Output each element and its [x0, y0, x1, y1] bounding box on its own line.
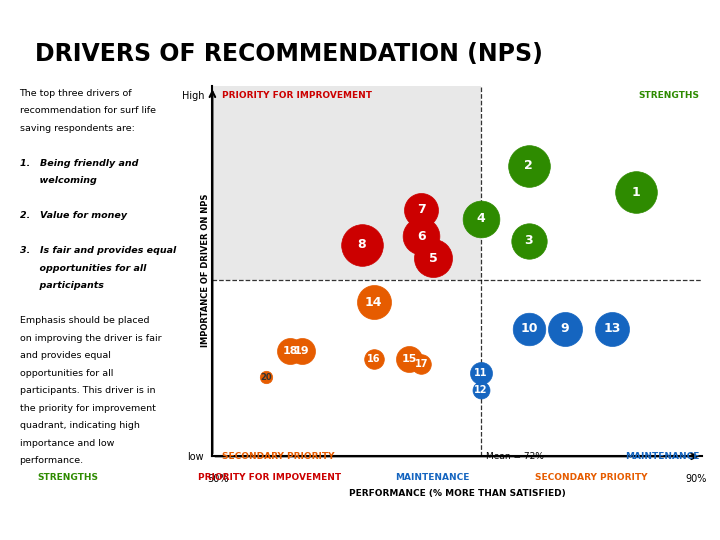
Point — [368, 355, 379, 364]
Text: IMPORTANCE OF DRIVER ON NPS: IMPORTANCE OF DRIVER ON NPS — [201, 193, 210, 347]
Point — [415, 232, 427, 240]
Text: 17: 17 — [415, 359, 428, 369]
Text: 20: 20 — [261, 373, 272, 382]
Text: 1.   Being friendly and: 1. Being friendly and — [19, 159, 138, 168]
Text: participants: participants — [19, 281, 104, 290]
Text: on improving the driver is fair: on improving the driver is fair — [19, 334, 161, 343]
Text: SECONDARY PRIORITY: SECONDARY PRIORITY — [536, 474, 648, 482]
Text: 8: 8 — [357, 239, 366, 252]
Text: PRIORITY FOR IMPOVEMENT: PRIORITY FOR IMPOVEMENT — [199, 474, 341, 482]
Text: 11: 11 — [474, 368, 488, 377]
Text: and provides equal: and provides equal — [19, 351, 110, 360]
Text: SECONDARY PRIORITY: SECONDARY PRIORITY — [222, 452, 335, 461]
Text: 23: 23 — [685, 10, 707, 25]
Text: 10: 10 — [520, 322, 538, 335]
Point — [428, 254, 439, 262]
Text: the priority for improvement: the priority for improvement — [19, 404, 156, 413]
Text: Mean = 72%: Mean = 72% — [486, 452, 544, 461]
Text: 18: 18 — [282, 346, 298, 356]
Text: 5: 5 — [429, 252, 438, 265]
Text: welcoming: welcoming — [19, 176, 96, 185]
Text: DRIVERS OF RECOMMENDATION (NPS): DRIVERS OF RECOMMENDATION (NPS) — [35, 42, 543, 66]
Point — [261, 373, 272, 381]
Point — [296, 346, 307, 355]
Text: 14: 14 — [365, 296, 382, 309]
Text: STRENGTHS: STRENGTHS — [37, 474, 98, 482]
Point — [523, 161, 535, 170]
Text: 4: 4 — [477, 212, 485, 225]
Text: 19: 19 — [294, 346, 310, 356]
Text: performance.: performance. — [19, 456, 84, 465]
Point — [404, 355, 415, 364]
Text: 9: 9 — [560, 322, 569, 335]
Text: 2.   Value for money: 2. Value for money — [19, 211, 127, 220]
Text: 12: 12 — [474, 385, 488, 395]
Text: MAINTENANCE: MAINTENANCE — [395, 474, 469, 482]
Point — [631, 188, 642, 197]
Text: PRIORITY FOR IMPROVEMENT: PRIORITY FOR IMPROVEMENT — [222, 91, 372, 100]
Point — [415, 360, 427, 368]
Text: Emphasis should be placed: Emphasis should be placed — [19, 316, 149, 325]
Text: quadrant, indicating high: quadrant, indicating high — [19, 421, 140, 430]
Point — [415, 205, 427, 214]
Text: High: High — [181, 91, 204, 101]
Text: 13: 13 — [604, 322, 621, 335]
Point — [523, 236, 535, 245]
Text: opportunities for all: opportunities for all — [19, 369, 113, 377]
Text: recommendation for surf life: recommendation for surf life — [19, 106, 156, 115]
Point — [523, 325, 535, 333]
Point — [559, 325, 570, 333]
Text: low: low — [187, 452, 204, 462]
Text: 6: 6 — [417, 230, 426, 242]
Text: 15: 15 — [402, 354, 417, 364]
Text: 16: 16 — [367, 354, 380, 364]
Text: 90%: 90% — [685, 474, 707, 484]
Text: STRENGTHS: STRENGTHS — [639, 91, 700, 100]
Text: The top three drivers of: The top three drivers of — [19, 89, 132, 98]
Text: saving respondents are:: saving respondents are: — [19, 124, 135, 133]
Text: opportunities for all: opportunities for all — [19, 264, 146, 273]
Point — [284, 346, 296, 355]
Text: 2: 2 — [524, 159, 534, 172]
Point — [475, 368, 487, 377]
Text: 7: 7 — [417, 203, 426, 216]
Bar — [212, 86, 481, 280]
Text: 50%: 50% — [207, 474, 229, 484]
Point — [475, 386, 487, 395]
Text: 3: 3 — [525, 234, 534, 247]
Point — [475, 214, 487, 223]
Point — [356, 241, 367, 249]
Text: 3.   Is fair and provides equal: 3. Is fair and provides equal — [19, 246, 176, 255]
Text: PERFORMANCE (% MORE THAN SATISFIED): PERFORMANCE (% MORE THAN SATISFIED) — [348, 489, 566, 498]
Text: MAINTENANCE: MAINTENANCE — [625, 452, 700, 461]
Point — [607, 325, 618, 333]
Text: 1: 1 — [632, 186, 641, 199]
Point — [368, 298, 379, 307]
Text: participants. This driver is in: participants. This driver is in — [19, 386, 155, 395]
Text: importance and low: importance and low — [19, 438, 114, 448]
